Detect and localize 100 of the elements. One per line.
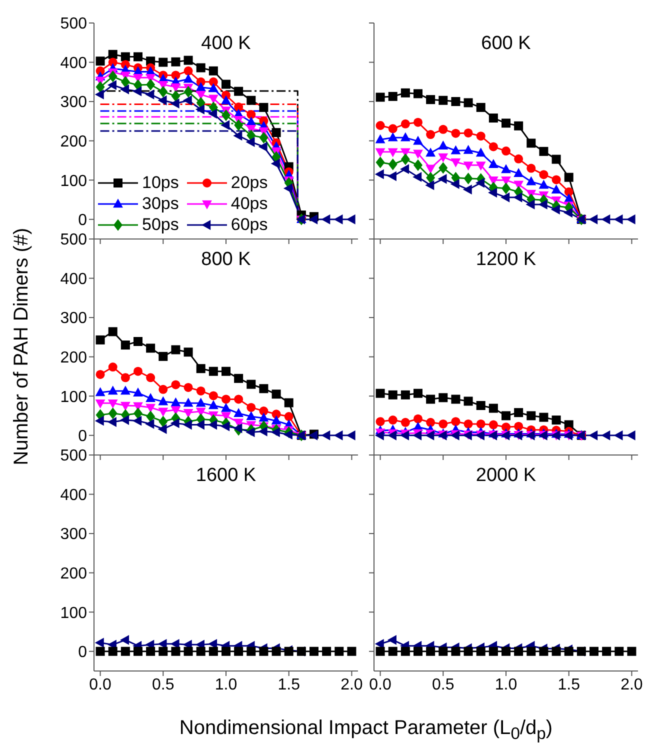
point	[321, 214, 330, 224]
point	[208, 77, 218, 86]
point	[627, 646, 636, 656]
point	[502, 646, 510, 656]
point	[95, 387, 106, 396]
point	[120, 84, 130, 94]
point	[451, 128, 460, 138]
point	[96, 646, 105, 656]
point	[438, 153, 448, 162]
point	[158, 408, 168, 417]
point	[108, 400, 118, 409]
point	[376, 388, 385, 398]
point	[184, 56, 193, 65]
point	[426, 95, 436, 104]
point	[514, 422, 524, 431]
point	[601, 430, 610, 440]
point	[272, 128, 281, 138]
point	[476, 132, 486, 141]
point	[171, 380, 180, 390]
point	[476, 148, 486, 157]
x-tick-label: 0.0	[369, 676, 392, 694]
point	[438, 646, 448, 656]
point	[96, 81, 105, 93]
point	[158, 396, 168, 406]
point	[514, 408, 524, 418]
legend-label: 50ps	[142, 215, 179, 235]
point	[551, 184, 562, 194]
y-tick-label: 300	[60, 526, 88, 544]
text: 1200 K	[474, 249, 538, 271]
point	[158, 95, 167, 106]
point	[246, 129, 256, 142]
point	[538, 199, 548, 210]
point	[146, 78, 156, 91]
point	[184, 66, 193, 76]
point	[601, 214, 610, 224]
point	[234, 102, 244, 112]
point	[120, 635, 130, 645]
point	[233, 423, 242, 434]
point	[464, 646, 473, 656]
point	[488, 404, 498, 413]
point	[258, 142, 268, 152]
point	[626, 214, 636, 224]
point	[502, 182, 510, 194]
point	[234, 86, 244, 96]
point	[94, 90, 104, 100]
point	[158, 86, 168, 98]
point	[414, 159, 422, 172]
point	[538, 180, 549, 189]
point	[208, 108, 218, 119]
point	[271, 415, 282, 424]
point	[414, 118, 422, 127]
point	[539, 170, 548, 180]
point	[388, 646, 398, 656]
point	[222, 646, 230, 656]
point	[284, 398, 294, 408]
point	[258, 426, 268, 436]
point	[347, 646, 356, 656]
point	[388, 390, 398, 400]
point	[388, 92, 398, 101]
point	[208, 420, 218, 430]
point	[221, 402, 231, 412]
point	[514, 168, 524, 178]
point	[221, 95, 231, 104]
point	[400, 132, 410, 142]
point	[108, 386, 118, 395]
point	[426, 646, 436, 656]
point	[272, 646, 281, 656]
text: 2000 K	[474, 465, 538, 487]
point	[476, 162, 486, 171]
point	[208, 400, 218, 410]
point	[463, 144, 474, 154]
point	[134, 646, 142, 656]
point	[400, 646, 410, 656]
y-axis-title: Number of PAH Dimers (#)	[10, 226, 34, 468]
text: 1600 K	[194, 465, 258, 487]
point	[184, 646, 193, 656]
point	[171, 345, 180, 354]
x-tick-label: 1.5	[558, 676, 580, 694]
point	[387, 171, 396, 182]
point	[588, 430, 598, 440]
point	[170, 83, 181, 92]
point	[426, 164, 436, 174]
point	[602, 646, 612, 656]
point	[387, 635, 396, 645]
point	[184, 348, 193, 357]
point	[464, 98, 473, 108]
point	[272, 390, 281, 399]
point	[414, 646, 422, 656]
point	[246, 427, 255, 438]
x-tick-label: 1.0	[494, 676, 518, 694]
point	[475, 178, 484, 188]
x-tick-label: 0.0	[89, 676, 112, 694]
point	[234, 119, 244, 131]
point	[400, 418, 410, 427]
point	[539, 146, 548, 156]
point	[146, 344, 156, 353]
point	[450, 158, 461, 168]
point	[95, 400, 106, 409]
point	[222, 366, 230, 376]
point	[488, 158, 498, 168]
